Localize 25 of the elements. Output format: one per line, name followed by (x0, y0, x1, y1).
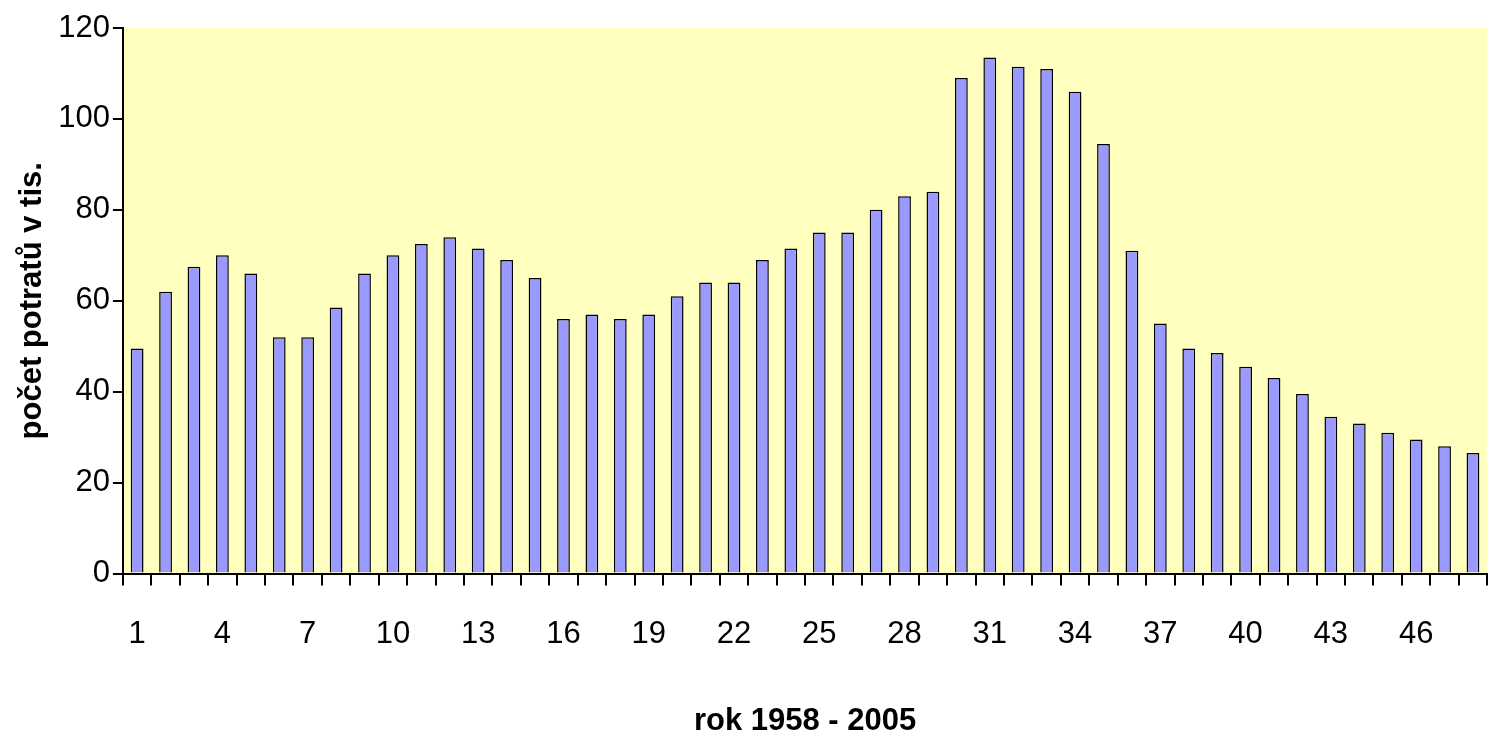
x-tick-label: 37 (1143, 614, 1178, 650)
y-tick-label: 120 (58, 8, 110, 44)
y-tick-label: 40 (75, 372, 110, 408)
x-tick-label: 4 (213, 614, 232, 650)
x-tick-label: 40 (1228, 614, 1263, 650)
y-tick-label: 80 (75, 190, 110, 226)
x-tick-label: 16 (546, 614, 581, 650)
x-tick-label: 13 (460, 614, 496, 650)
x-axis-title: rok 1958 - 2005 (693, 701, 917, 737)
x-tick-label: 43 (1313, 614, 1349, 650)
x-tick-label: 1 (128, 614, 146, 650)
x-tick-label: 19 (631, 614, 666, 650)
x-tick-label: 46 (1398, 614, 1434, 650)
x-tick-label: 34 (1057, 614, 1093, 650)
x-tick-label: 10 (375, 614, 411, 650)
y-tick-label: 0 (92, 554, 110, 590)
y-tick-label: 60 (75, 281, 110, 317)
x-tick-label: 28 (887, 614, 922, 650)
x-tick-label: 25 (802, 614, 837, 650)
x-tick-label: 7 (299, 614, 317, 650)
y-axis-title: počet potratů v tis. (13, 162, 49, 440)
x-tick-label: 31 (972, 614, 1008, 650)
y-tick-label: 20 (75, 463, 110, 499)
x-tick-label: 22 (716, 614, 752, 650)
y-tick-label: 100 (58, 99, 110, 135)
